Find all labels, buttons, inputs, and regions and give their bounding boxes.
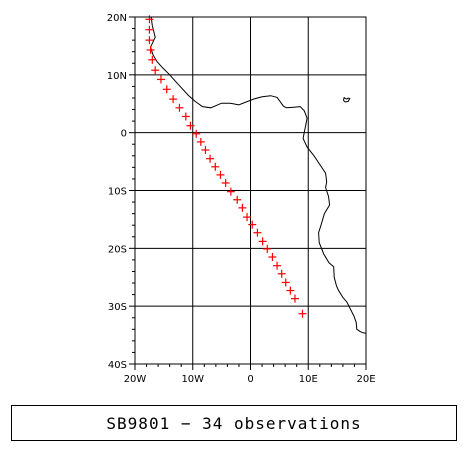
observation-marker	[145, 36, 154, 45]
observation-marker	[146, 45, 155, 54]
lat-label: 20S	[108, 244, 127, 255]
observation-marker	[186, 121, 195, 130]
observation-marker	[145, 25, 154, 34]
observation-marker	[243, 213, 252, 222]
lat-label: 20N	[107, 13, 127, 24]
observation-marker	[175, 103, 184, 112]
lat-label: 30S	[108, 302, 127, 313]
observation-marker	[286, 286, 295, 295]
island-outline	[342, 97, 351, 103]
observation-marker	[298, 309, 307, 318]
lon-label: 0	[247, 374, 253, 385]
caption-text: SB9801 − 34 observations	[106, 413, 362, 433]
observation-marker	[238, 203, 247, 212]
lat-label: 10N	[107, 71, 127, 82]
lon-label: 10E	[299, 374, 318, 385]
caption-box: SB9801 − 34 observations	[11, 405, 457, 441]
observation-marker	[226, 187, 235, 196]
observation-marker	[156, 75, 165, 84]
observation-marker	[162, 85, 171, 94]
observation-marker	[169, 95, 178, 104]
observation-marker	[181, 112, 190, 121]
observation-marker	[201, 146, 210, 155]
lat-label: 10S	[108, 187, 127, 198]
observation-marker	[221, 178, 230, 187]
observation-marker	[148, 55, 157, 64]
observation-marker	[216, 170, 225, 179]
lon-label: 10W	[181, 374, 204, 385]
coastline-path	[150, 16, 367, 334]
lon-label: 20W	[124, 374, 147, 385]
observation-marker	[273, 261, 282, 270]
observation-marker	[196, 137, 205, 146]
observation-marker	[151, 66, 160, 75]
lat-label: 40S	[108, 360, 127, 371]
axis-labels: 20W 10W 0 10E 20E 20N 10N 0 10S 20S 30S 40S	[107, 13, 376, 385]
observation-marker	[277, 269, 286, 278]
axis-ticks	[129, 16, 367, 370]
observation-marker	[233, 195, 242, 204]
observation-marker	[253, 228, 262, 237]
lon-label: 20E	[356, 374, 375, 385]
observation-marker	[192, 129, 201, 138]
map: 20W 10W 0 10E 20E 20N 10N 0 10S 20S 30S 40S	[107, 13, 376, 385]
observation-markers	[145, 15, 307, 318]
grid-lines	[134, 16, 367, 365]
observation-marker	[211, 162, 220, 171]
observation-marker	[290, 294, 299, 303]
observation-marker	[263, 244, 272, 253]
observation-marker	[281, 278, 290, 287]
coastline	[150, 16, 367, 334]
lat-label: 0	[121, 129, 127, 140]
observation-marker	[268, 253, 277, 262]
observation-marker	[248, 220, 257, 229]
observation-marker	[206, 154, 215, 163]
observation-marker	[258, 237, 267, 246]
